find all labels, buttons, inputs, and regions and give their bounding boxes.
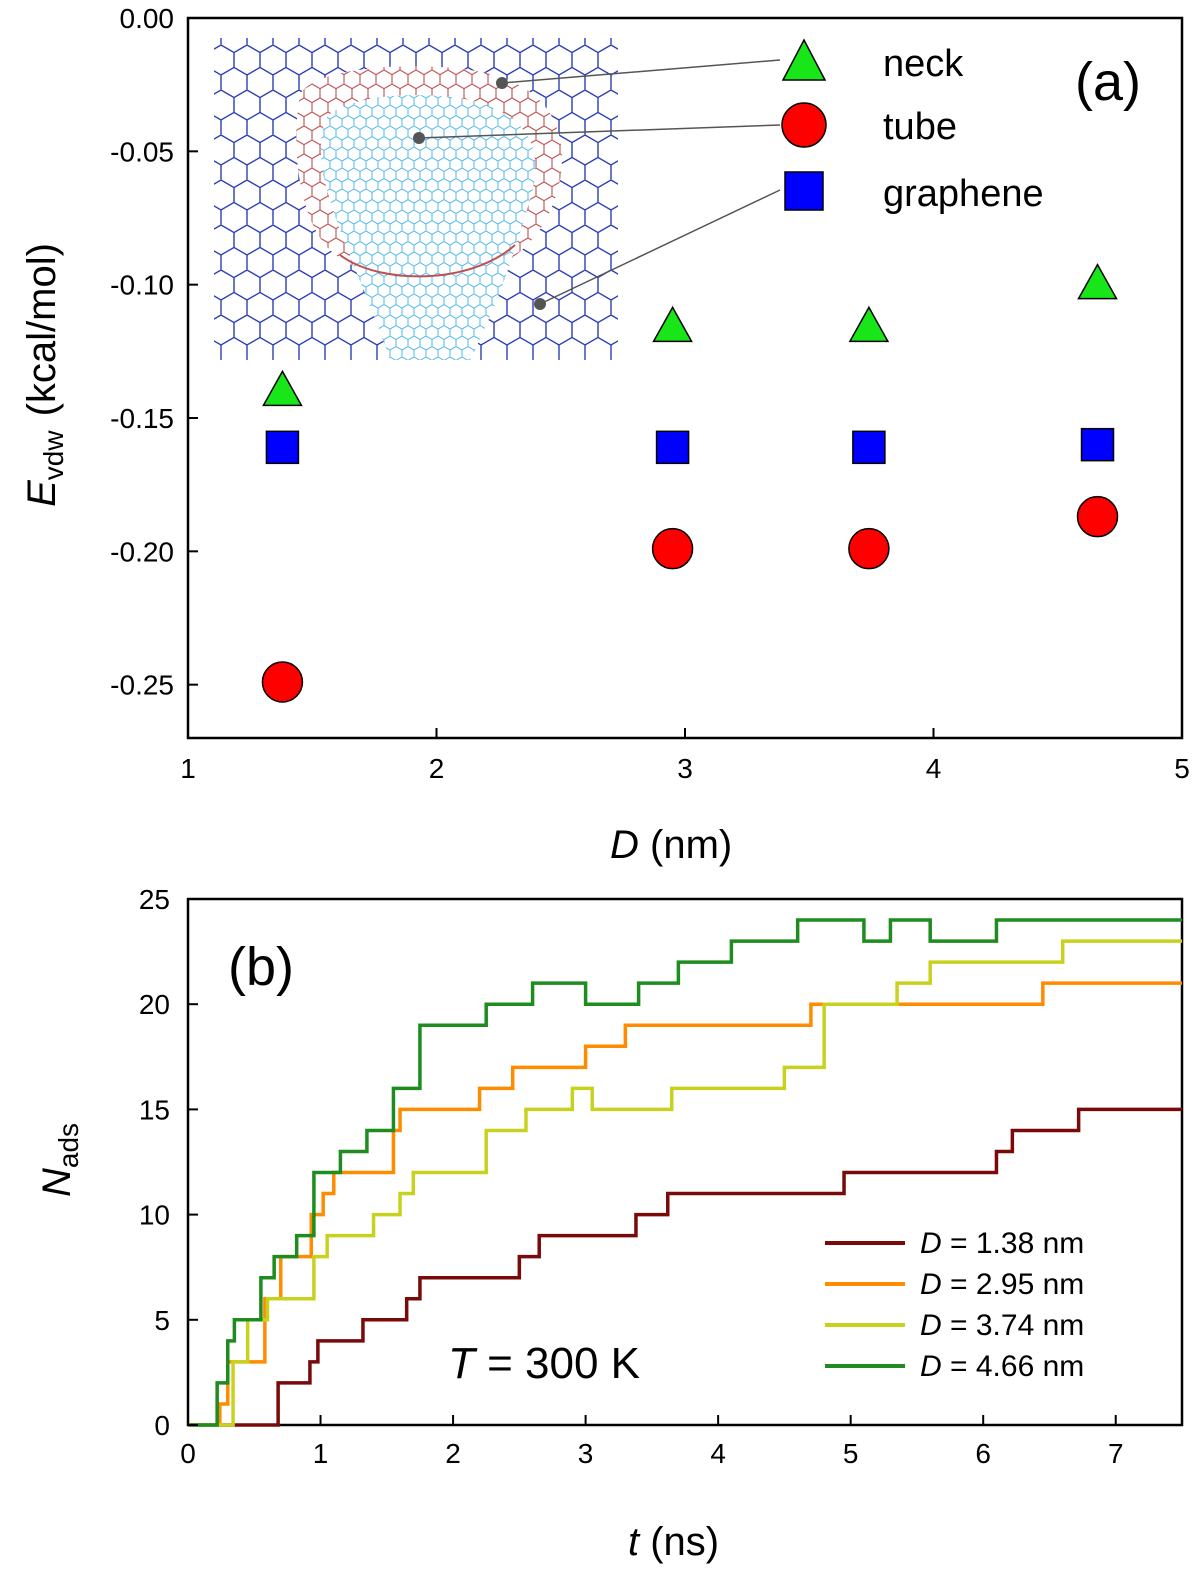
panel-a-ylabel: Evdw (kcal/mol) bbox=[20, 243, 69, 507]
legend-d295-symbol: D bbox=[920, 1268, 942, 1301]
panel-b-xlabel-symbol: t bbox=[628, 1520, 641, 1564]
panel-b-xlabel: t (ns) bbox=[628, 1520, 719, 1564]
panel-a-ylabel-symbol: E bbox=[20, 479, 64, 507]
panel-b-ylabel: Nads bbox=[35, 1123, 84, 1197]
panel-a-xtick-label: 5 bbox=[1174, 753, 1190, 784]
graphene-point bbox=[265, 430, 300, 465]
tube-point bbox=[651, 527, 694, 570]
neck-point bbox=[1077, 263, 1118, 300]
panel-b-xtick-label: 5 bbox=[843, 1438, 859, 1469]
legend-graphene-marker bbox=[784, 171, 824, 211]
inset-structure-image bbox=[214, 38, 781, 360]
legend-d466-symbol: D bbox=[920, 1350, 942, 1383]
legend-d295-label: D = 2.95 nm bbox=[920, 1268, 1084, 1301]
panel-b-xtick-label: 0 bbox=[180, 1438, 196, 1469]
legend-d295-value: = 2.95 nm bbox=[942, 1268, 1085, 1301]
panel-a-ylabel-sub: vdw bbox=[38, 430, 69, 481]
panel-b-ytick-label: 0 bbox=[154, 1410, 170, 1441]
panel-a-label: (a) bbox=[1075, 52, 1141, 112]
graphene-point bbox=[852, 430, 886, 465]
legend-a: neck tube graphene bbox=[781, 38, 1044, 215]
legend-d374-symbol: D bbox=[920, 1309, 942, 1342]
legend-d138-value: = 1.38 nm bbox=[942, 1227, 1085, 1260]
panel-b-xlabel-unit: (ns) bbox=[639, 1520, 719, 1564]
legend-tube-marker bbox=[781, 102, 827, 148]
panel-a-xlabel: D (nm) bbox=[610, 823, 732, 867]
series-d466-line bbox=[188, 918, 1182, 1427]
panel-b-xtick-label: 4 bbox=[710, 1438, 726, 1469]
panel-a-ytick-label: -0.25 bbox=[110, 670, 174, 701]
panel-a-xtick-label: 1 bbox=[180, 753, 196, 784]
temperature-value: = 300 K bbox=[475, 1339, 640, 1388]
series-d295-line bbox=[188, 981, 1182, 1427]
panel-a-xlabel-symbol: D bbox=[610, 823, 639, 867]
temperature-annotation: T = 300 K bbox=[448, 1339, 640, 1388]
legend-d466-value: = 4.66 nm bbox=[942, 1350, 1085, 1383]
temperature-symbol: T bbox=[448, 1339, 478, 1388]
panel-b-ylabel-sub: ads bbox=[53, 1123, 84, 1168]
panel-a-xlabel-unit: (nm) bbox=[639, 823, 732, 867]
graphene-point bbox=[1080, 427, 1115, 462]
panel-a-ytick-label: -0.05 bbox=[110, 136, 174, 167]
panel-a-ytick-label: -0.10 bbox=[110, 270, 174, 301]
panel-a-ytick-label: -0.20 bbox=[110, 536, 174, 567]
panel-a-xtick-label: 3 bbox=[677, 753, 693, 784]
series-d138-line bbox=[188, 1107, 1182, 1427]
panel-b-ytick-label: 15 bbox=[139, 1094, 170, 1125]
panel-b-ytick-label: 20 bbox=[139, 989, 170, 1020]
panel-b-xtick-label: 3 bbox=[578, 1438, 594, 1469]
legend-neck-marker bbox=[781, 38, 827, 81]
legend-d374-value: = 3.74 nm bbox=[942, 1309, 1085, 1342]
panel-a-axes: 1 2 3 4 5 0.00 -0.05 -0.10 -0.15 -0.20 -0.25 bbox=[110, 3, 1190, 784]
panel-b-xtick-label: 6 bbox=[975, 1438, 991, 1469]
panel-a-xtick-label: 2 bbox=[429, 753, 445, 784]
panel-b-ytick-label: 25 bbox=[139, 884, 170, 915]
panel-a-ylabel-unit: (kcal/mol) bbox=[20, 243, 64, 416]
panel-b-axes: 0 1 2 3 4 5 6 7 0 5 10 15 20 25 bbox=[139, 884, 1124, 1469]
panel-b-frame bbox=[186, 897, 1184, 1427]
neck-point bbox=[652, 305, 693, 343]
neck-point bbox=[262, 369, 303, 407]
panel-b: 0 1 2 3 4 5 6 7 0 5 10 15 20 25 (b) T = 300 K D = 1.3… bbox=[35, 884, 1184, 1564]
legend-neck-label: neck bbox=[883, 43, 964, 85]
tube-point bbox=[1076, 495, 1119, 538]
legend-b: D = 1.38 nm D = 2.95 nm D = 3.74 nm D = … bbox=[825, 1227, 1084, 1383]
legend-d138-label: D = 1.38 nm bbox=[920, 1227, 1084, 1260]
panel-a: neck tube graphene (a) 1 2 3 4 5 0.00 -0.05 -0.… bbox=[20, 3, 1190, 867]
panel-a-xtick-label: 4 bbox=[926, 753, 942, 784]
panel-b-xtick-label: 7 bbox=[1108, 1438, 1124, 1469]
neck-point bbox=[848, 305, 890, 343]
panel-b-xtick-label: 2 bbox=[445, 1438, 461, 1469]
panel-b-label: (b) bbox=[228, 937, 294, 997]
panel-a-ytick-label: -0.15 bbox=[110, 403, 174, 434]
panel-b-lines bbox=[188, 918, 1182, 1427]
legend-tube-label: tube bbox=[883, 106, 957, 148]
panel-a-markers bbox=[261, 263, 1119, 703]
panel-b-ytick-label: 5 bbox=[154, 1305, 170, 1336]
panel-b-ylabel-symbol: N bbox=[35, 1168, 79, 1197]
legend-d374-label: D = 3.74 nm bbox=[920, 1309, 1084, 1342]
panel-b-ytick-label: 10 bbox=[139, 1200, 170, 1231]
legend-d466-label: D = 4.66 nm bbox=[920, 1350, 1084, 1383]
panel-a-ytick-label: 0.00 bbox=[120, 3, 175, 34]
legend-graphene-label: graphene bbox=[883, 173, 1044, 215]
graphene-point bbox=[655, 430, 690, 465]
panel-b-xtick-label: 1 bbox=[313, 1438, 329, 1469]
tube-point bbox=[848, 527, 890, 570]
series-d374-line bbox=[188, 939, 1182, 1427]
legend-d138-symbol: D bbox=[920, 1227, 942, 1260]
tube-point bbox=[261, 661, 304, 703]
